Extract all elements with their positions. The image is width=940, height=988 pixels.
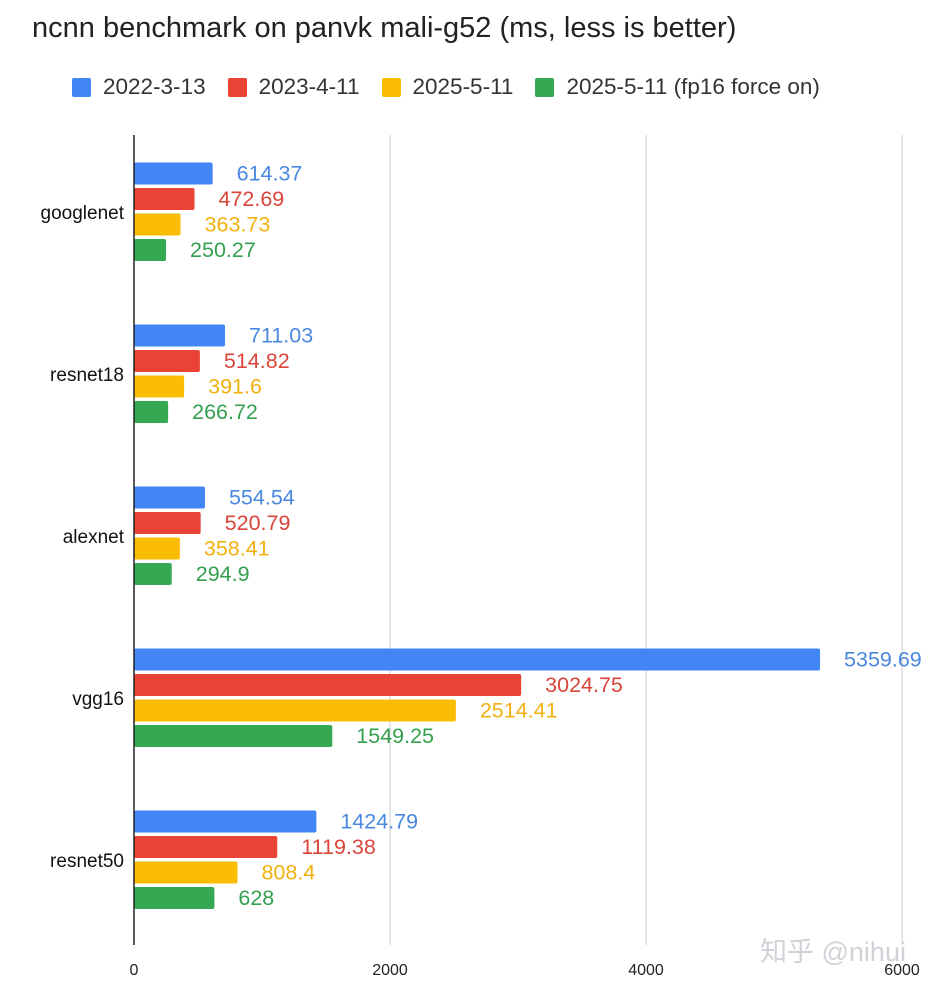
legend-label-2022-3-13: 2022-3-13 (103, 74, 206, 99)
bar-resnet18-2023-4-11 (134, 350, 200, 372)
bar-googlenet-2023-4-11 (134, 188, 195, 210)
value-label-resnet50-2025-5-11-fp16-force-on: 628 (238, 886, 274, 910)
bar-resnet50-2022-3-13 (134, 810, 317, 833)
value-label-resnet50-2022-3-13: 1424.79 (340, 810, 418, 834)
bar-alexnet-2025-5-11-fp16-force-on (134, 563, 172, 585)
bar-googlenet-2025-5-11-fp16-force-on (134, 239, 167, 261)
value-label-vgg16-2025-5-11: 2514.41 (480, 699, 558, 723)
value-label-alexnet-2023-4-11: 520.79 (225, 511, 291, 535)
bar-resnet18-2025-5-11 (134, 375, 185, 398)
legend-label-2023-4-11: 2023-4-11 (258, 74, 360, 99)
value-label-resnet18-2025-5-11-fp16-force-on: 266.72 (192, 400, 258, 424)
bar-resnet18-2025-5-11-fp16-force-on (134, 401, 169, 423)
value-label-alexnet-2022-3-13: 554.54 (229, 486, 295, 510)
value-label-googlenet-2025-5-11-fp16-force-on: 250.27 (190, 238, 256, 262)
bar-vgg16-2025-5-11-fp16-force-on (134, 725, 333, 747)
legend: 2022-3-13 2023-4-11 2025-5-11 2025-5-11 … (72, 74, 842, 100)
legend-item-2022-3-13: 2022-3-13 (72, 74, 206, 100)
value-label-resnet18-2023-4-11: 514.82 (224, 349, 290, 373)
legend-label-2025-5-11-fp16: 2025-5-11 (fp16 force on) (566, 74, 820, 99)
category-label-resnet18: resnet18 (50, 365, 124, 386)
value-label-vgg16-2022-3-13: 5359.69 (844, 648, 922, 672)
legend-item-2025-5-11-fp16: 2025-5-11 (fp16 force on) (535, 74, 820, 100)
value-label-googlenet-2022-3-13: 614.37 (237, 162, 303, 186)
category-label-googlenet: googlenet (41, 203, 125, 224)
legend-item-2025-5-11: 2025-5-11 (381, 74, 514, 100)
legend-swatch-2023-4-11 (227, 77, 247, 97)
bar-vgg16-2023-4-11 (134, 674, 522, 696)
bar-googlenet-2025-5-11 (134, 213, 181, 236)
category-label-resnet50: resnet50 (50, 851, 124, 872)
bar-alexnet-2025-5-11 (134, 537, 180, 560)
x-tick-label-4000: 4000 (628, 962, 664, 979)
value-label-googlenet-2025-5-11: 363.73 (205, 213, 271, 237)
value-label-vgg16-2025-5-11-fp16-force-on: 1549.25 (356, 724, 434, 748)
bar-alexnet-2022-3-13 (134, 486, 205, 509)
bar-vgg16-2025-5-11 (134, 699, 456, 722)
legend-swatch-2025-5-11 (381, 77, 401, 97)
bar-resnet18-2022-3-13 (134, 324, 226, 347)
x-tick-label-6000: 6000 (884, 962, 920, 979)
bar-resnet50-2025-5-11 (134, 861, 238, 884)
x-tick-label-2000: 2000 (372, 962, 408, 979)
value-label-resnet18-2025-5-11: 391.6 (208, 375, 262, 399)
value-label-resnet50-2023-4-11: 1119.38 (301, 835, 376, 859)
legend-item-2023-4-11: 2023-4-11 (227, 74, 360, 100)
chart-title: ncnn benchmark on panvk mali-g52 (ms, le… (32, 12, 737, 44)
bar-googlenet-2022-3-13 (134, 162, 213, 185)
value-label-googlenet-2023-4-11: 472.69 (219, 187, 285, 211)
bar-alexnet-2023-4-11 (134, 512, 201, 534)
value-label-resnet50-2025-5-11: 808.4 (261, 861, 315, 885)
x-tick-label-0: 0 (130, 962, 139, 979)
legend-swatch-2025-5-11-fp16 (535, 77, 555, 97)
bar-resnet50-2025-5-11-fp16-force-on (134, 887, 215, 909)
watermark: 知乎 @nihui (760, 937, 906, 967)
value-label-resnet18-2022-3-13: 711.03 (249, 324, 313, 348)
legend-label-2025-5-11: 2025-5-11 (412, 74, 514, 99)
legend-swatch-2022-3-13 (72, 77, 91, 97)
value-label-alexnet-2025-5-11-fp16-force-on: 294.9 (196, 562, 250, 586)
value-label-vgg16-2023-4-11: 3024.75 (545, 673, 623, 697)
bar-vgg16-2022-3-13 (134, 648, 821, 671)
category-label-alexnet: alexnet (63, 527, 125, 548)
category-label-vgg16: vgg16 (72, 689, 124, 710)
bar-resnet50-2023-4-11 (134, 836, 278, 858)
value-label-alexnet-2025-5-11: 358.41 (204, 537, 270, 561)
